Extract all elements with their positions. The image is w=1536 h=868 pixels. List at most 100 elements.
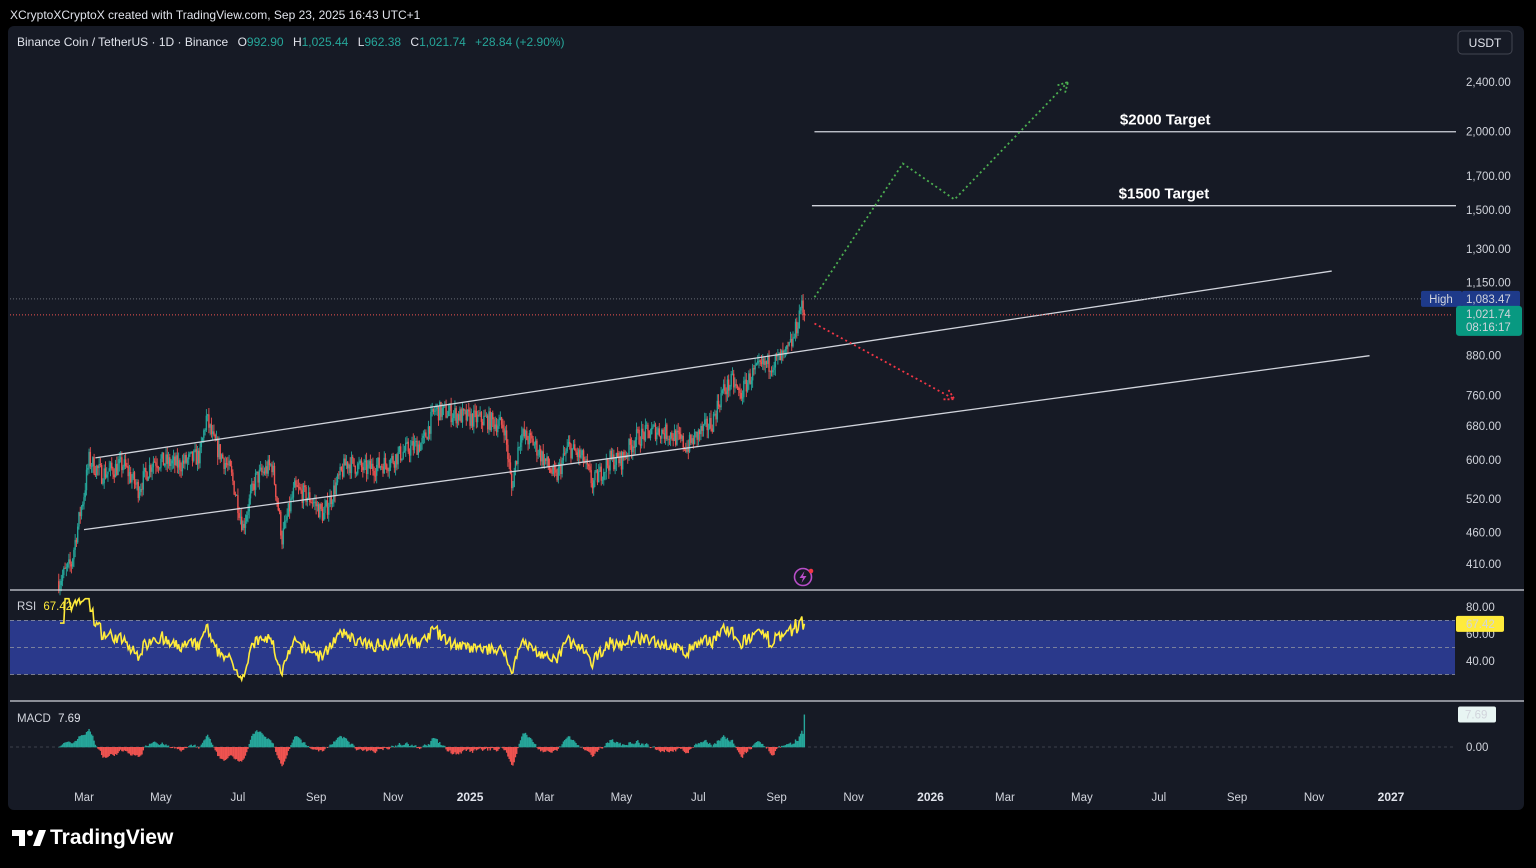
macd-histogram-bar <box>203 740 205 748</box>
candle-body <box>630 444 633 453</box>
last-price-value: 1,021.74 <box>1466 309 1511 321</box>
macd-histogram-bar <box>456 747 459 754</box>
candle-body <box>431 408 433 412</box>
candle-body <box>673 430 676 441</box>
candle-body <box>253 483 256 490</box>
candle-body <box>473 410 475 427</box>
macd-histogram-bar <box>171 747 174 749</box>
macd-histogram-bar <box>75 740 78 748</box>
candle-body <box>135 483 137 485</box>
macd-histogram-bar <box>200 744 203 748</box>
macd-histogram-bar <box>446 747 449 752</box>
candle-body <box>746 382 749 392</box>
time-tick-label: May <box>1071 792 1093 804</box>
candle-body <box>490 412 493 430</box>
macd-histogram-bar <box>131 747 133 756</box>
time-tick-label: Jul <box>691 792 706 804</box>
candle-body <box>167 457 170 464</box>
candle-body <box>335 482 338 495</box>
macd-histogram-bar <box>140 747 142 756</box>
candle-body <box>423 432 426 436</box>
macd-histogram-bar <box>143 746 146 748</box>
macd-histogram-bar <box>405 743 407 748</box>
candle-body <box>690 434 692 443</box>
macd-histogram-bar <box>707 743 710 748</box>
macd-histogram-bar <box>592 747 595 757</box>
macd-histogram-bar <box>605 743 607 748</box>
macd-histogram-bar <box>610 739 613 748</box>
candle-body <box>657 428 659 433</box>
time-tick-label: Nov <box>843 792 864 804</box>
macd-histogram-bar <box>89 731 92 748</box>
macd-histogram-bar <box>243 747 245 759</box>
macd-histogram-bar <box>177 747 180 749</box>
macd-histogram-bar <box>129 747 132 756</box>
candle-body <box>763 358 765 365</box>
candle-body <box>273 465 276 485</box>
candle-body <box>739 390 741 393</box>
time-tick-label: May <box>611 792 633 804</box>
macd-histogram-bar <box>114 747 117 755</box>
candle-body <box>461 408 464 423</box>
macd-histogram-bar <box>201 742 204 748</box>
currency-button[interactable]: USDT <box>1457 30 1513 55</box>
macd-histogram-bar <box>427 744 430 748</box>
macd-histogram-bar <box>450 747 452 754</box>
candle-body <box>276 496 278 502</box>
candle-body <box>437 406 440 421</box>
candle-body <box>348 464 350 469</box>
lightning-icon[interactable] <box>793 567 814 587</box>
macd-histogram-bar <box>70 743 73 748</box>
macd-histogram-bar <box>733 743 735 748</box>
rsi-legend-value: 67.42 <box>43 601 72 613</box>
candle-body <box>78 512 80 527</box>
candle-body <box>415 440 417 443</box>
macd-histogram-bar <box>391 745 393 748</box>
candle-body <box>772 369 774 373</box>
change-value: +28.84 (+2.90%) <box>475 35 564 49</box>
time-tick-label: 2025 <box>457 790 484 804</box>
candle-body <box>88 451 90 468</box>
macd-histogram-bar <box>109 747 112 755</box>
candle-body <box>368 460 370 465</box>
candle-body <box>70 564 73 567</box>
macd-histogram-bar <box>330 744 332 748</box>
macd-histogram-bar <box>628 742 630 748</box>
target-level-label: $2000 Target <box>1120 112 1211 129</box>
candle-body <box>440 402 442 417</box>
candle-body <box>693 432 696 445</box>
candle-body <box>759 360 761 362</box>
macd-histogram-bar <box>786 744 788 748</box>
macd-histogram-bar <box>146 746 148 748</box>
macd-histogram-bar <box>304 742 306 748</box>
candle-body <box>762 358 764 365</box>
macd-histogram-bar <box>138 747 141 757</box>
macd-histogram-bar <box>709 742 711 748</box>
macd-histogram-bar <box>84 734 86 748</box>
macd-histogram-bar <box>122 747 124 752</box>
macd-histogram-bar <box>300 739 302 748</box>
candle-body <box>205 415 208 430</box>
macd-histogram-bar <box>434 738 436 748</box>
macd-histogram-bar <box>524 732 527 748</box>
macd-pane[interactable]: 0.00 7.69 <box>10 706 1496 767</box>
macd-histogram-bar <box>695 743 697 748</box>
macd-histogram-bar <box>436 739 438 748</box>
candle-body <box>392 455 394 463</box>
candle-body <box>258 469 261 483</box>
candle-body <box>587 464 590 467</box>
candle-body <box>363 462 365 471</box>
candle-body <box>517 447 519 465</box>
rsi-tick-label: 60.00 <box>1466 629 1495 641</box>
macd-histogram-bar <box>701 742 703 748</box>
candle-body <box>359 460 361 463</box>
macd-histogram-bar <box>188 746 190 748</box>
candle-body <box>734 384 736 388</box>
macd-histogram-bar <box>639 745 642 748</box>
rsi-pane[interactable]: 40.00 60.00 80.00 67.42 <box>10 596 1504 683</box>
candle-body <box>563 453 566 455</box>
candle-body <box>455 408 457 424</box>
macd-histogram-bar <box>402 745 404 748</box>
